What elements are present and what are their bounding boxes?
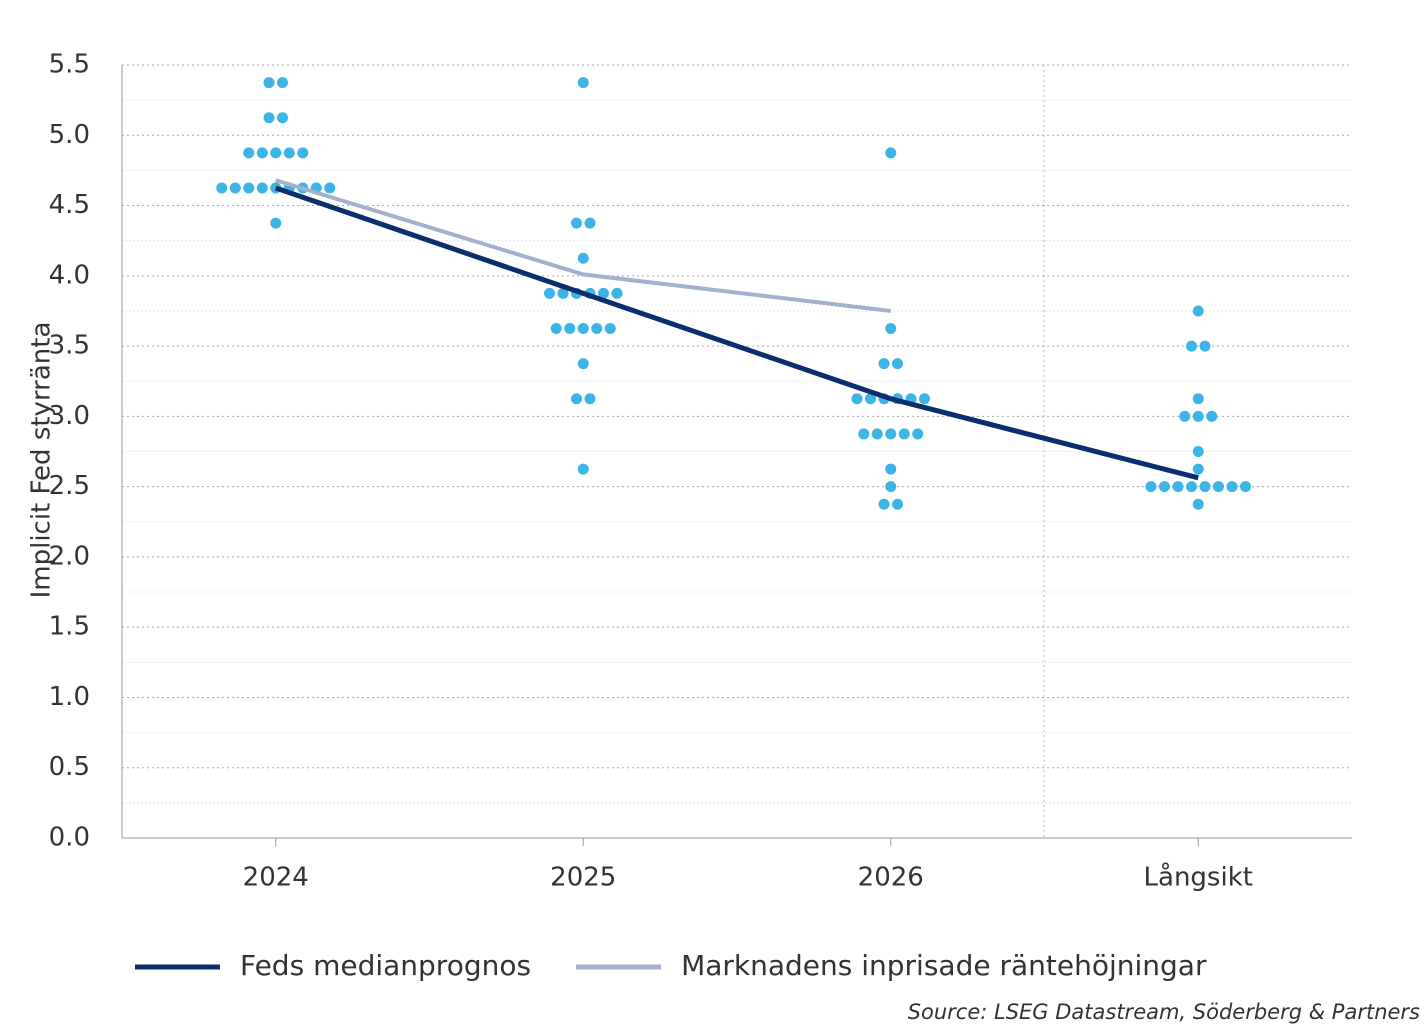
dot <box>1159 481 1170 493</box>
dot <box>1192 463 1204 475</box>
dot <box>564 323 576 335</box>
dot <box>243 182 255 194</box>
legend-label: Feds medianprognos <box>240 949 531 982</box>
y-tick-label: 1.0 <box>49 682 90 712</box>
dot <box>270 147 282 159</box>
dot <box>584 393 596 405</box>
y-tick-label: 5.5 <box>49 50 90 80</box>
dot <box>878 358 890 370</box>
dot <box>577 323 589 335</box>
line <box>274 185 1199 481</box>
dot <box>1206 410 1218 422</box>
y-tick-label: 0.5 <box>49 752 90 782</box>
dot <box>544 287 555 299</box>
dot <box>878 498 890 510</box>
dot <box>912 428 924 440</box>
dot <box>1145 481 1157 493</box>
dot <box>571 217 582 229</box>
dot <box>1192 410 1204 422</box>
dot <box>216 182 228 194</box>
x-tick-label: 2024 <box>243 863 309 893</box>
dot <box>1172 481 1184 493</box>
dot <box>577 77 589 89</box>
dot <box>229 182 241 194</box>
dot <box>1186 340 1197 352</box>
legend-label: Marknadens inprisade räntehöjningar <box>681 949 1207 982</box>
dot <box>858 428 870 440</box>
dot <box>550 323 562 335</box>
dot <box>584 217 596 229</box>
dot <box>871 428 883 440</box>
dot <box>277 77 288 89</box>
dot <box>885 323 897 335</box>
dot <box>885 147 897 159</box>
dot <box>885 428 897 440</box>
dot <box>1240 481 1251 493</box>
y-tick-label: 3.0 <box>49 401 90 431</box>
source: Source: LSEG Datastream, Söderberg & Par… <box>908 1000 1420 1024</box>
dot <box>1186 481 1197 493</box>
dot <box>1226 481 1238 493</box>
dot <box>256 147 268 159</box>
dot <box>1192 393 1204 405</box>
line <box>275 178 891 313</box>
dot <box>324 182 336 194</box>
dot <box>270 217 282 229</box>
dot <box>1192 305 1204 317</box>
y-tick-label: 0.0 <box>49 823 90 853</box>
y-tick-label: 2.0 <box>49 541 90 571</box>
dot <box>1199 481 1211 493</box>
dot <box>598 287 609 299</box>
y-tick-label: 4.0 <box>49 260 90 290</box>
dot <box>865 393 876 405</box>
x-tick-label: 2025 <box>550 863 616 893</box>
dot <box>892 498 903 510</box>
dot <box>604 323 616 335</box>
y-tick-label: 3.5 <box>49 331 90 361</box>
dot <box>577 358 589 370</box>
y-tick-label: 2.5 <box>49 471 90 501</box>
dot <box>611 287 623 299</box>
y-axis-label: Implicit Fed styrränta <box>27 322 57 599</box>
x-tick-label: Långsikt <box>1144 862 1253 893</box>
y-tick-label: 1.5 <box>49 612 90 642</box>
dot <box>577 463 589 475</box>
dot <box>263 112 275 124</box>
dot <box>571 393 582 405</box>
dot <box>1179 410 1191 422</box>
dot <box>297 147 309 159</box>
dot <box>577 252 589 264</box>
dot <box>557 287 569 299</box>
y-tick-label: 5.0 <box>49 120 90 150</box>
dot <box>885 481 897 493</box>
dot <box>898 428 910 440</box>
dot <box>885 463 897 475</box>
dot <box>243 147 255 159</box>
dot <box>1192 498 1204 510</box>
x-tick-label: 2026 <box>858 863 924 893</box>
dot <box>892 358 903 370</box>
dot <box>1213 481 1224 493</box>
dot <box>591 323 603 335</box>
dot <box>283 147 295 159</box>
dot <box>851 393 863 405</box>
dot <box>263 77 275 89</box>
y-tick-label: 4.5 <box>49 190 90 220</box>
dot <box>1192 446 1204 457</box>
dot <box>1199 340 1211 352</box>
dot <box>256 182 268 194</box>
dot <box>277 112 288 124</box>
dot <box>919 393 930 405</box>
